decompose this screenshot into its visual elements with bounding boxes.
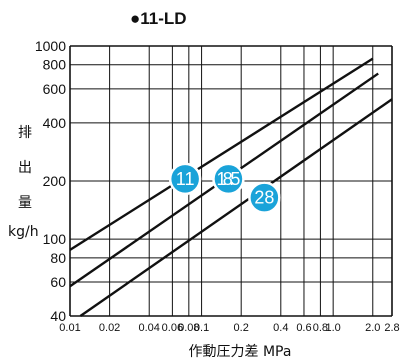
series-badge-label: 18.5 [216,169,240,189]
x-tick-label: 0.02 [99,322,120,334]
series-badge-28: 28 [248,181,281,214]
y-tick-label: 800 [43,57,67,73]
series-line-11 [69,57,374,251]
x-tick-label: 0.1 [194,322,209,334]
x-tick-label: 0.06 [162,322,183,334]
x-tick-label: 0.04 [139,322,160,334]
series-badge-circle [168,162,202,196]
y-tick-label: 600 [43,81,67,97]
series-badge-circle [248,181,281,214]
series-badges: 11 18.5 28 [168,162,281,214]
series-badge-18.5: 18.5 [212,162,245,196]
y-tick-label: 80 [50,250,66,266]
series-line-28 [79,98,393,317]
x-axis-label: 作動圧力差 MPa [189,344,292,360]
x-axis-ticks: 0.01 0.02 0.04 0.060.080.1 0.2 0.4 0.6 0.81.0 2.… [59,322,399,334]
series-badge-label: 11 [176,169,195,189]
y-tick-label: 400 [43,115,67,131]
x-tick-label: 2.0 [365,322,380,334]
y-axis-ticks: 40 60 80 100 200 400 600 800 1000 [35,38,66,324]
y-axis-label-char-2: 出 [18,160,32,176]
series-badge-11: 11 [168,162,202,196]
y-tick-label: 40 [50,308,66,324]
y-axis-label-char-3: 量 [18,195,32,211]
y-tick-label: 100 [43,231,67,247]
x-tick-label: 0.08 [178,322,199,334]
series-badge-circle [212,162,245,196]
y-tick-label: 200 [43,173,67,189]
chart-title: ●11-LD [130,9,187,28]
x-tick-label: 0.2 [234,322,249,334]
x-tick-label: 0.6 [296,322,311,334]
y-axis-label-unit: kg/h [8,224,39,240]
x-tick-label: 0.01 [59,322,80,334]
y-axis-label-char-1: 排 [18,125,32,141]
x-tick-label: 0.4 [273,322,288,334]
x-tick-label: 2.8 [384,322,399,334]
y-tick-label: 1000 [35,38,66,54]
y-tick-label: 60 [50,274,66,290]
x-tick-label: 1.0 [326,322,341,334]
x-tick-label: 0.8 [313,322,328,334]
series-badge-label: 28 [254,188,274,208]
